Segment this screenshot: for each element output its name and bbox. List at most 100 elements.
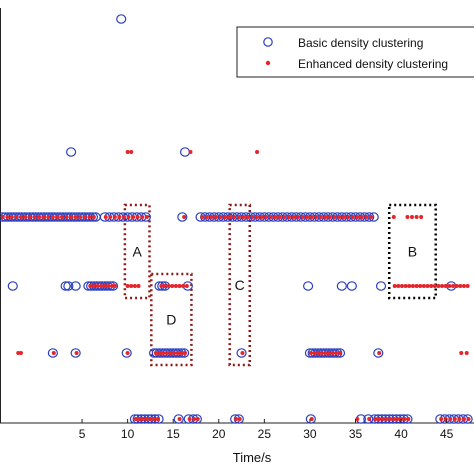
data-point-dot <box>153 351 158 355</box>
data-point-dot <box>368 215 373 219</box>
data-point-dot <box>286 215 291 219</box>
data-point-dot <box>170 284 175 288</box>
data-point-dot <box>9 215 14 219</box>
data-point-dot <box>332 215 337 219</box>
data-point-dot <box>296 215 301 219</box>
data-point-dot <box>425 284 430 288</box>
data-point-dot <box>327 215 332 219</box>
data-point-dot <box>125 351 130 355</box>
data-point-dot <box>177 284 182 288</box>
data-point-circle <box>303 281 314 291</box>
data-point-dot <box>384 417 389 421</box>
data-point-dot <box>200 215 205 219</box>
data-point-dot <box>159 284 164 288</box>
data-point-dot <box>121 215 126 219</box>
x-tick-label: 40 <box>394 427 408 441</box>
data-point-dot <box>37 215 42 219</box>
data-point-dot <box>337 215 342 219</box>
data-point-dot <box>106 284 111 288</box>
data-point-dot <box>327 351 332 355</box>
data-point-circle <box>173 414 184 424</box>
data-point-dot <box>377 351 382 355</box>
data-point-dot <box>164 351 169 355</box>
data-point-circle <box>346 281 357 291</box>
data-point-dot <box>179 351 184 355</box>
data-point-circle <box>236 348 247 358</box>
data-point-dot <box>187 417 192 421</box>
data-point-dot <box>457 417 462 421</box>
data-point-circle <box>65 147 77 157</box>
data-point-dot <box>359 215 364 219</box>
data-point-dot <box>50 215 55 219</box>
data-point-dot <box>78 215 83 219</box>
data-point-dot <box>440 284 445 288</box>
data-point-dot <box>140 215 145 219</box>
data-point-dot <box>41 215 46 219</box>
data-point-dot <box>312 351 317 355</box>
data-point-dot <box>419 215 424 219</box>
data-point-circle <box>373 348 384 358</box>
data-point-dot <box>88 284 93 288</box>
data-point-dot <box>144 215 149 219</box>
data-point-circle <box>363 414 374 424</box>
data-point-dot <box>396 284 401 288</box>
data-point-dot <box>461 417 466 421</box>
data-point-dot <box>309 417 314 421</box>
x-tick-label: 20 <box>212 427 226 441</box>
x-axis-label: Time/s <box>233 450 272 465</box>
data-point-dot <box>129 284 134 288</box>
annotation-label-b: B <box>408 244 417 260</box>
data-point-circle <box>70 348 81 358</box>
data-point-dot <box>429 284 434 288</box>
data-point-dot <box>125 284 130 288</box>
data-point-dot <box>95 284 100 288</box>
data-point-dot <box>16 351 21 355</box>
legend-box <box>236 26 474 78</box>
data-point-dot <box>223 215 228 219</box>
x-axis-ticks: 5 10 15 20 25 30 35 40 45 <box>79 419 454 441</box>
data-point-dot <box>182 215 187 219</box>
data-point-dot <box>172 351 177 355</box>
data-point-dot <box>144 417 149 421</box>
data-point-dot <box>330 351 335 355</box>
data-point-dot <box>250 215 255 219</box>
data-point-circle <box>177 212 188 222</box>
data-point-dot <box>91 215 96 219</box>
data-point-dot <box>291 215 296 219</box>
data-point-dot <box>102 284 107 288</box>
data-points <box>0 14 473 424</box>
data-point-dot <box>341 215 346 219</box>
data-point-dot <box>391 215 396 219</box>
data-point-dot <box>214 215 219 219</box>
data-point-dot <box>314 215 319 219</box>
data-point-dot <box>458 284 463 288</box>
data-point-dot <box>410 284 415 288</box>
annotation-boxes: A D C B <box>123 203 437 367</box>
data-point-dot <box>126 215 131 219</box>
data-point-dot <box>448 417 453 421</box>
data-point-dot <box>5 215 10 219</box>
data-point-dot <box>148 417 153 421</box>
data-point-circle <box>7 281 18 291</box>
data-point-dot <box>380 417 385 421</box>
data-point-dot <box>18 351 23 355</box>
data-point-dot <box>309 215 314 219</box>
data-point-circle <box>70 281 81 291</box>
legend: Basic density clustering Enhanced density… <box>236 26 474 78</box>
data-point-dot <box>108 215 113 219</box>
data-point-dot <box>407 284 412 288</box>
data-point-dot <box>264 215 269 219</box>
data-point-dot <box>273 215 278 219</box>
x-tick-label: 30 <box>303 427 317 441</box>
data-point-circle <box>375 281 387 291</box>
series-basic <box>0 14 473 424</box>
data-point-dot <box>255 150 260 154</box>
data-point-dot <box>237 417 242 421</box>
data-point-dot <box>157 351 162 355</box>
data-point-dot <box>232 215 237 219</box>
data-point-dot <box>51 351 56 355</box>
data-point-dot <box>188 150 193 154</box>
legend-label: Enhanced density clustering <box>298 57 448 71</box>
data-point-dot <box>334 351 339 355</box>
data-point-dot <box>443 284 448 288</box>
